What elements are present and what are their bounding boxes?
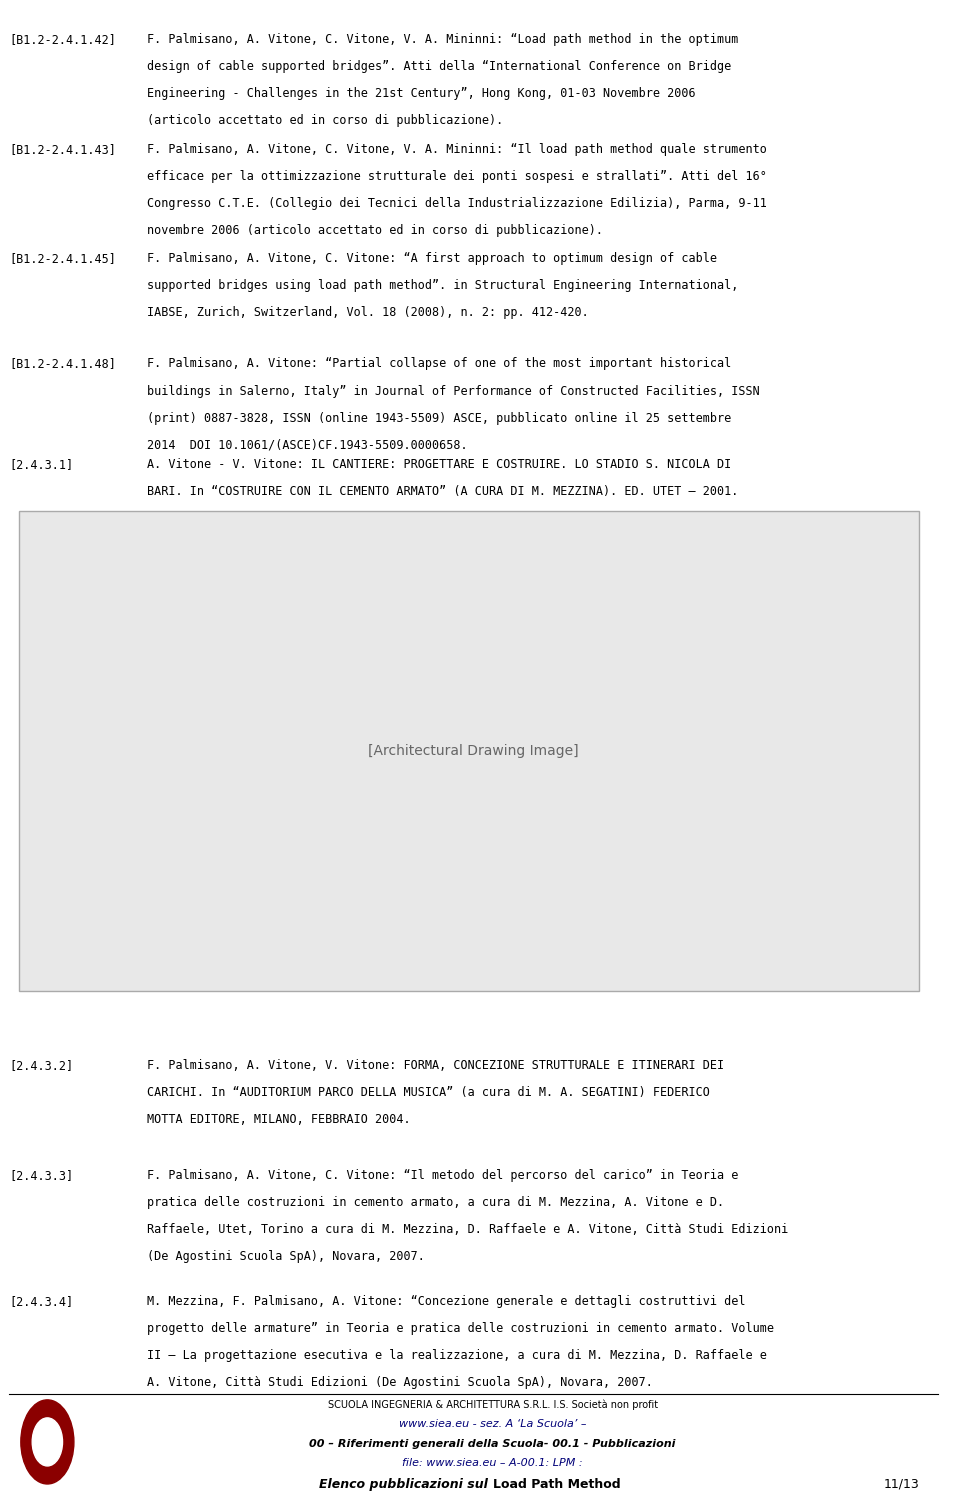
Circle shape [21,1400,74,1484]
Text: (articolo accettato ed in corso di pubblicazione).: (articolo accettato ed in corso di pubbl… [147,114,503,128]
Text: [B1.2-2.4.1.48]: [B1.2-2.4.1.48] [10,357,116,371]
Text: [B1.2-2.4.1.45]: [B1.2-2.4.1.45] [10,252,116,266]
Text: F. Palmisano, A. Vitone, C. Vitone: “A first approach to optimum design of cable: F. Palmisano, A. Vitone, C. Vitone: “A f… [147,252,717,266]
Text: F. Palmisano, A. Vitone, C. Vitone, V. A. Mininni: “Il load path method quale st: F. Palmisano, A. Vitone, C. Vitone, V. A… [147,143,767,156]
Circle shape [33,1418,62,1466]
Text: pratica delle costruzioni in cemento armato, a cura di M. Mezzina, A. Vitone e D: pratica delle costruzioni in cemento arm… [147,1196,724,1209]
Text: Load Path Method: Load Path Method [492,1478,620,1491]
Text: (De Agostini Scuola SpA), Novara, 2007.: (De Agostini Scuola SpA), Novara, 2007. [147,1250,424,1263]
Text: Congresso C.T.E. (Collegio dei Tecnici della Industrializzazione Edilizia), Parm: Congresso C.T.E. (Collegio dei Tecnici d… [147,197,767,210]
Text: MOTTA EDITORE, MILANO, FEBBRAIO 2004.: MOTTA EDITORE, MILANO, FEBBRAIO 2004. [147,1113,411,1126]
Text: 11/13: 11/13 [883,1478,919,1491]
Text: BARI. In “COSTRUIRE CON IL CEMENTO ARMATO” (A CURA DI M. MEZZINA). ED. UTET – 20: BARI. In “COSTRUIRE CON IL CEMENTO ARMAT… [147,485,738,499]
Text: buildings in Salerno, Italy” in Journal of Performance of Constructed Facilities: buildings in Salerno, Italy” in Journal … [147,385,759,398]
Text: F. Palmisano, A. Vitone: “Partial collapse of one of the most important historic: F. Palmisano, A. Vitone: “Partial collap… [147,357,732,371]
Text: [Architectural Drawing Image]: [Architectural Drawing Image] [369,743,579,759]
Text: www.siea.eu - sez. A ‘La Scuola’ –: www.siea.eu - sez. A ‘La Scuola’ – [399,1419,587,1430]
Text: Elenco pubblicazioni sul: Elenco pubblicazioni sul [320,1478,492,1491]
Text: [B1.2-2.4.1.43]: [B1.2-2.4.1.43] [10,143,116,156]
Text: IABSE, Zurich, Switzerland, Vol. 18 (2008), n. 2: pp. 412-420.: IABSE, Zurich, Switzerland, Vol. 18 (200… [147,306,588,320]
FancyBboxPatch shape [19,511,919,991]
Text: (print) 0887-3828, ISSN (online 1943-5509) ASCE, pubblicato online il 25 settemb: (print) 0887-3828, ISSN (online 1943-550… [147,412,732,425]
Text: progetto delle armature” in Teoria e pratica delle costruzioni in cemento armato: progetto delle armature” in Teoria e pra… [147,1322,774,1335]
Text: supported bridges using load path method”. in Structural Engineering Internation: supported bridges using load path method… [147,279,738,293]
Text: novembre 2006 (articolo accettato ed in corso di pubblicazione).: novembre 2006 (articolo accettato ed in … [147,224,603,237]
Text: II – La progettazione esecutiva e la realizzazione, a cura di M. Mezzina, D. Raf: II – La progettazione esecutiva e la rea… [147,1349,767,1362]
Text: [2.4.3.1]: [2.4.3.1] [10,458,74,472]
Text: [B1.2-2.4.1.42]: [B1.2-2.4.1.42] [10,33,116,47]
Text: [2.4.3.4]: [2.4.3.4] [10,1295,74,1308]
Text: 00 – Riferimenti generali della Scuola- 00.1 - Pubblicazioni: 00 – Riferimenti generali della Scuola- … [309,1439,676,1449]
Text: A. Vitone, Città Studi Edizioni (De Agostini Scuola SpA), Novara, 2007.: A. Vitone, Città Studi Edizioni (De Agos… [147,1376,653,1389]
Text: Engineering - Challenges in the 21st Century”, Hong Kong, 01-03 Novembre 2006: Engineering - Challenges in the 21st Cen… [147,87,695,101]
Text: A. Vitone - V. Vitone: IL CANTIERE: PROGETTARE E COSTRUIRE. LO STADIO S. NICOLA : A. Vitone - V. Vitone: IL CANTIERE: PROG… [147,458,732,472]
Text: F. Palmisano, A. Vitone, C. Vitone: “Il metodo del percorso del carico” in Teori: F. Palmisano, A. Vitone, C. Vitone: “Il … [147,1169,738,1182]
Text: [2.4.3.2]: [2.4.3.2] [10,1059,74,1072]
Text: SCUOLA INGEGNERIA & ARCHITETTURA S.R.L. I.S. Società non profit: SCUOLA INGEGNERIA & ARCHITETTURA S.R.L. … [327,1400,658,1410]
Text: [2.4.3.3]: [2.4.3.3] [10,1169,74,1182]
Text: 2014  DOI 10.1061/(ASCE)CF.1943-5509.0000658.: 2014 DOI 10.1061/(ASCE)CF.1943-5509.0000… [147,439,468,452]
Text: F. Palmisano, A. Vitone, C. Vitone, V. A. Mininni: “Load path method in the opti: F. Palmisano, A. Vitone, C. Vitone, V. A… [147,33,738,47]
Text: Raffaele, Utet, Torino a cura di M. Mezzina, D. Raffaele e A. Vitone, Città Stud: Raffaele, Utet, Torino a cura di M. Mezz… [147,1223,788,1236]
Text: file: www.siea.eu – A-00.1: LPM :: file: www.siea.eu – A-00.1: LPM : [402,1458,583,1469]
Text: CARICHI. In “AUDITORIUM PARCO DELLA MUSICA” (a cura di M. A. SEGATINI) FEDERICO: CARICHI. In “AUDITORIUM PARCO DELLA MUSI… [147,1086,709,1099]
Text: efficace per la ottimizzazione strutturale dei ponti sospesi e strallati”. Atti : efficace per la ottimizzazione struttura… [147,170,767,183]
Text: M. Mezzina, F. Palmisano, A. Vitone: “Concezione generale e dettagli costruttivi: M. Mezzina, F. Palmisano, A. Vitone: “Co… [147,1295,745,1308]
Text: design of cable supported bridges”. Atti della “International Conference on Brid: design of cable supported bridges”. Atti… [147,60,732,74]
Text: F. Palmisano, A. Vitone, V. Vitone: FORMA, CONCEZIONE STRUTTURALE E ITINERARI DE: F. Palmisano, A. Vitone, V. Vitone: FORM… [147,1059,724,1072]
